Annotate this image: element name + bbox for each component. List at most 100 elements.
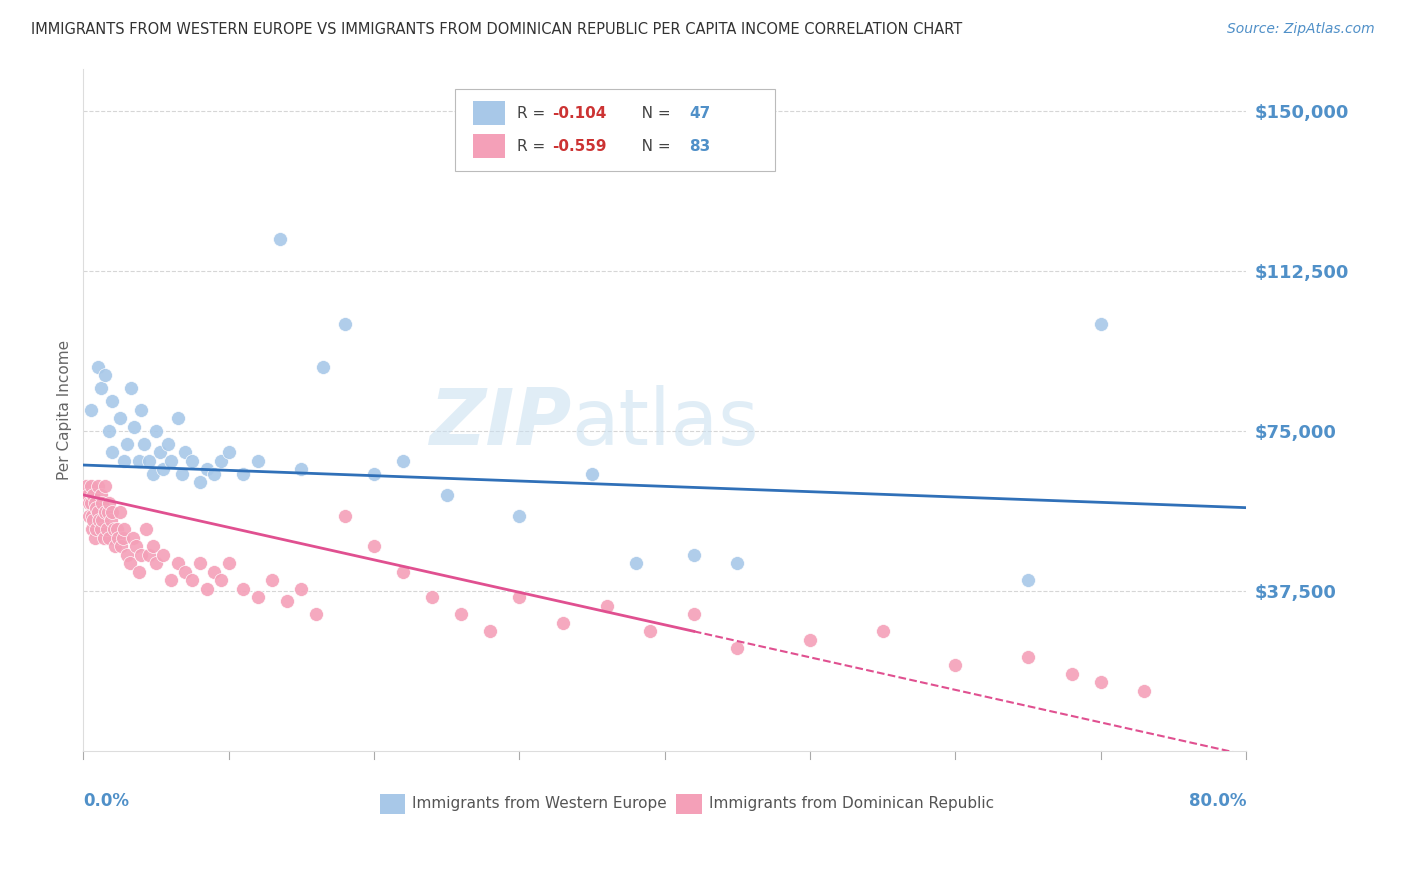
Point [262,573,284,587]
Point [305,607,328,622]
Point [392,565,415,579]
Point [290,582,312,596]
Point [638,624,661,639]
Point [436,488,458,502]
Point [138,548,160,562]
Point [159,573,181,587]
Point [1017,573,1039,587]
Point [98,496,121,510]
Point [110,539,132,553]
Text: ZIP: ZIP [429,385,572,461]
Point [120,381,142,395]
Point [312,359,335,374]
Point [96,522,118,536]
Point [508,591,530,605]
Point [725,641,748,656]
Text: atlas: atlas [572,385,759,461]
Point [94,479,117,493]
Point [551,615,574,630]
Point [209,573,232,587]
Point [363,539,385,553]
Point [94,368,117,383]
Bar [380,794,405,814]
Y-axis label: Per Capita Income: Per Capita Income [58,340,72,480]
Point [131,402,153,417]
Point [333,318,356,332]
Text: 80.0%: 80.0% [1188,791,1246,810]
Point [1060,667,1083,681]
Point [77,496,100,510]
Point [218,445,240,459]
Point [276,594,298,608]
Point [87,505,110,519]
Point [945,658,967,673]
Text: 47: 47 [689,106,710,121]
Point [202,467,225,481]
Point [128,565,150,579]
Text: 83: 83 [689,139,710,154]
Point [188,475,211,489]
Point [87,479,110,493]
Text: Source: ZipAtlas.com: Source: ZipAtlas.com [1227,22,1375,37]
Point [508,509,530,524]
Point [108,505,131,519]
Text: N =: N = [627,106,676,121]
Point [112,454,135,468]
Bar [472,135,505,159]
Point [218,556,240,570]
Point [624,556,647,570]
Point [118,556,141,570]
Point [1133,684,1156,698]
Text: N =: N = [627,139,676,154]
Point [86,522,108,536]
Point [145,424,167,438]
Point [104,539,127,553]
Point [1090,318,1112,332]
Point [82,488,104,502]
Point [77,509,100,524]
Point [80,522,103,536]
Point [269,232,291,246]
Point [1090,675,1112,690]
Point [1017,649,1039,664]
Point [450,607,472,622]
Point [90,488,112,502]
Point [79,496,101,510]
Point [91,513,114,527]
Point [84,531,107,545]
Point [156,436,179,450]
Point [166,556,188,570]
Point [682,607,704,622]
Point [581,467,603,481]
Point [209,454,232,468]
Point [166,411,188,425]
Point [174,565,197,579]
Point [290,462,312,476]
Point [90,381,112,395]
Point [159,454,181,468]
Point [135,522,157,536]
Point [87,359,110,374]
Bar [472,102,505,126]
Point [246,454,269,468]
Point [181,454,204,468]
Point [363,467,385,481]
Point [188,556,211,570]
Text: -0.559: -0.559 [553,139,606,154]
Point [195,462,218,476]
Point [138,454,160,468]
Text: 0.0%: 0.0% [83,791,129,810]
Text: R =: R = [517,139,550,154]
Point [725,556,748,570]
Point [142,539,165,553]
Point [111,531,134,545]
Point [89,513,111,527]
Point [108,411,131,425]
Point [682,548,704,562]
Point [333,509,356,524]
Point [100,513,122,527]
FancyBboxPatch shape [456,89,775,171]
Point [232,467,254,481]
Point [90,522,112,536]
Point [872,624,894,639]
